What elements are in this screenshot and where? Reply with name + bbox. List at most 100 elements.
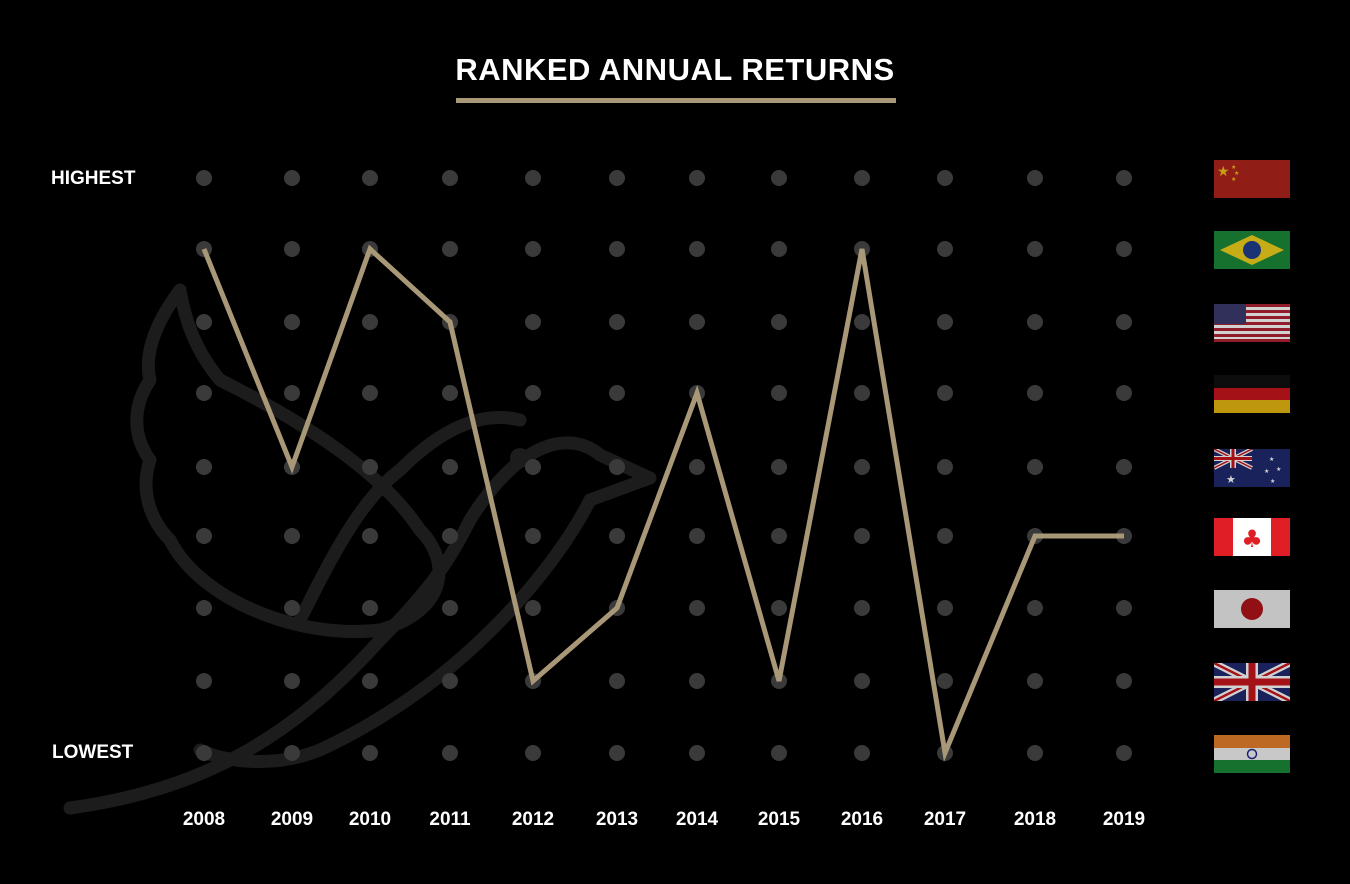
grid-dot [771, 241, 787, 257]
grid-dot [525, 241, 541, 257]
x-tick-label: 2016 [840, 809, 884, 830]
grid-dot [284, 600, 300, 616]
grid-dot [196, 459, 212, 475]
grid-dot [1116, 385, 1132, 401]
grid-dot [689, 673, 705, 689]
grid-dot [609, 314, 625, 330]
svg-text:★: ★ [1226, 473, 1236, 486]
x-tick-label: 2013 [595, 809, 639, 830]
grid-dot [1116, 170, 1132, 186]
x-tick-label: 2014 [675, 809, 719, 830]
grid-dot [1116, 241, 1132, 257]
grid-dot [196, 600, 212, 616]
grid-dot [196, 673, 212, 689]
grid-dot [362, 745, 378, 761]
grid-dot [937, 600, 953, 616]
x-tick-label: 2018 [1013, 809, 1057, 830]
grid-dot [196, 745, 212, 761]
china-flag: ★ ★ ★ ★ [1214, 160, 1290, 198]
grid-dot [609, 459, 625, 475]
y-label-highest: HIGHEST [51, 168, 136, 189]
brazil-flag [1214, 231, 1290, 269]
grid-dot [525, 385, 541, 401]
grid-dot [689, 170, 705, 186]
grid-dot [284, 673, 300, 689]
grid-dot [689, 745, 705, 761]
grid-dot [442, 241, 458, 257]
grid-dot [937, 459, 953, 475]
grid-dot [854, 528, 870, 544]
grid-dot [196, 528, 212, 544]
svg-text:★: ★ [1217, 164, 1230, 180]
grid-dot [362, 459, 378, 475]
grid-dot [442, 459, 458, 475]
grid-dot [1116, 673, 1132, 689]
grid-dot [854, 385, 870, 401]
grid-dot [362, 528, 378, 544]
grid-dot [771, 314, 787, 330]
svg-text:★: ★ [1270, 478, 1275, 485]
grid-dot [284, 745, 300, 761]
grid-dot [1027, 745, 1043, 761]
germany-flag [1214, 375, 1290, 413]
grid-dot [609, 241, 625, 257]
title-underline [456, 98, 896, 103]
series-line [201, 244, 1124, 763]
grid-dot [1027, 600, 1043, 616]
grid-dot [937, 673, 953, 689]
grid-dot [689, 314, 705, 330]
grid-dot [284, 241, 300, 257]
y-label-lowest: LOWEST [52, 742, 134, 763]
usa-flag [1214, 304, 1290, 342]
x-tick-label: 2008 [182, 809, 226, 830]
grid-dot [442, 745, 458, 761]
grid-dot [609, 673, 625, 689]
grid-dot [1027, 241, 1043, 257]
grid-dot [196, 385, 212, 401]
grid-dot [609, 170, 625, 186]
grid-dot [1116, 314, 1132, 330]
grid-dot [689, 241, 705, 257]
grid-dot [362, 673, 378, 689]
grid-dot [937, 241, 953, 257]
x-tick-label: 2015 [757, 809, 801, 830]
bird-eye-icon [510, 448, 530, 468]
grid-dot [362, 385, 378, 401]
chart-title: RANKED ANNUAL RETURNS [455, 52, 895, 87]
grid-dot [771, 528, 787, 544]
grid-dot [442, 673, 458, 689]
x-tick-label: 2009 [270, 809, 314, 830]
grid-dot [525, 170, 541, 186]
x-tick-label: 2017 [923, 809, 967, 830]
x-tick-label: 2012 [511, 809, 555, 830]
grid-dot [937, 170, 953, 186]
grid-dot [854, 745, 870, 761]
grid-dot [609, 745, 625, 761]
grid-dot [1027, 459, 1043, 475]
svg-text:★: ★ [1234, 170, 1239, 177]
x-tick-label: 2010 [348, 809, 392, 830]
grid-dot [196, 170, 212, 186]
grid-dot [689, 528, 705, 544]
grid-dot [284, 314, 300, 330]
grid-dot [689, 459, 705, 475]
grid-dot [442, 528, 458, 544]
grid-dot [442, 600, 458, 616]
canada-flag: ♣ [1214, 518, 1290, 556]
grid-dot [771, 170, 787, 186]
x-tick-label: 2011 [429, 809, 471, 830]
grid-dot [1116, 459, 1132, 475]
india-flag [1214, 735, 1290, 773]
grid-dot [525, 314, 541, 330]
svg-text:★: ★ [1264, 468, 1269, 475]
grid-dot [284, 528, 300, 544]
australia-flag: ★ ★ ★ ★ ★ [1214, 449, 1290, 487]
grid-dot [937, 528, 953, 544]
grid-dot [525, 745, 541, 761]
uk-flag [1214, 663, 1290, 701]
grid-dot [442, 385, 458, 401]
svg-text:★: ★ [1231, 164, 1236, 171]
grid-dot [442, 170, 458, 186]
grid-dot [525, 459, 541, 475]
